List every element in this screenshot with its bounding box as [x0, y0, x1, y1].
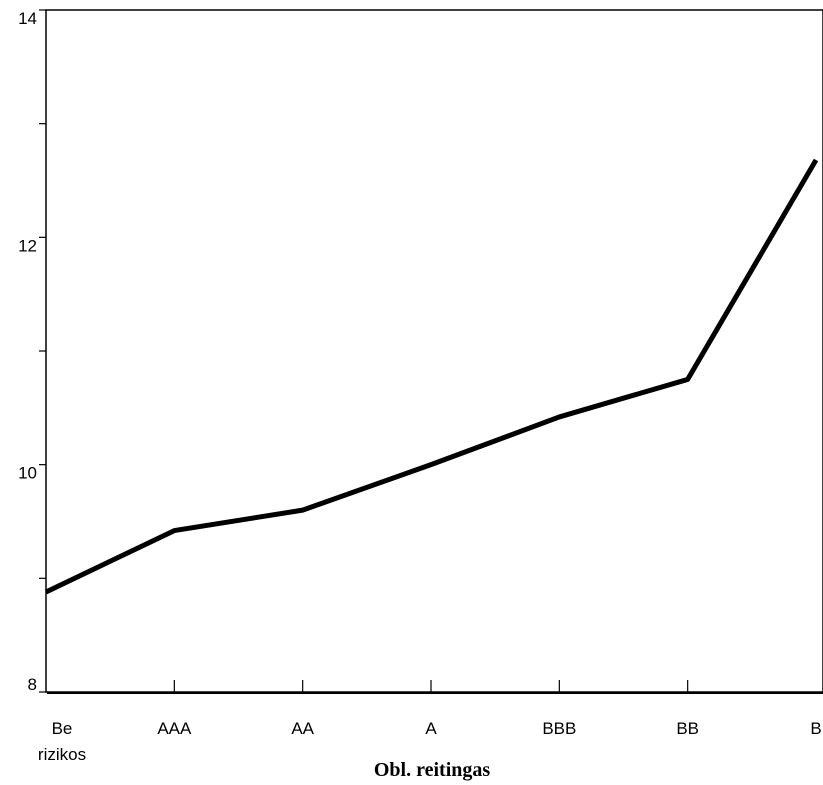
x-tick-label: AAA: [157, 719, 192, 738]
y-tick-label: 14: [18, 9, 37, 28]
series-line: [44, 158, 819, 595]
x-tick-label: Be rizikos: [38, 719, 86, 764]
y-axis: 8 10 12 14: [18, 9, 46, 694]
x-axis-title: Obl. reitingas: [374, 759, 491, 781]
y-tick-label: 8: [28, 675, 37, 694]
x-tick-label: B: [810, 719, 821, 738]
y-tick-label: 10: [18, 464, 37, 483]
x-tick-label: AA: [291, 719, 314, 738]
x-tick-label: BBB: [542, 719, 576, 738]
x-tick-label: BB: [676, 719, 699, 738]
data-series: [44, 158, 819, 595]
x-tick-label: A: [425, 719, 437, 738]
plot-area: [45, 9, 823, 693]
plot-frame: [45, 9, 823, 694]
y-tick-label: 12: [18, 236, 37, 255]
